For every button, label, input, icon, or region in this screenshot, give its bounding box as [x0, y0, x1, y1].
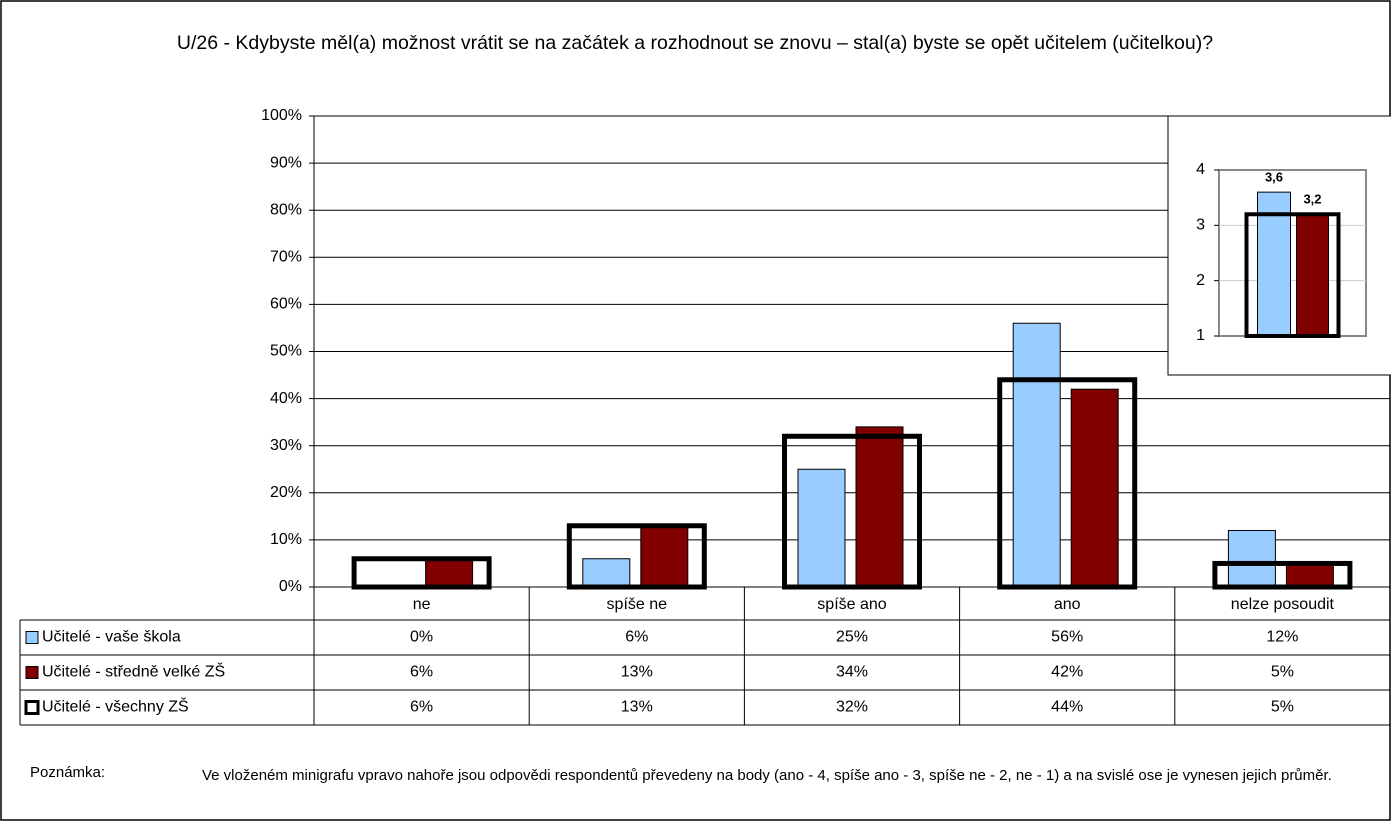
y-tick-label: 60%	[270, 296, 302, 313]
legend-key	[25, 631, 39, 644]
table-cell: 6%	[410, 664, 433, 681]
x-tick-label: spíše ano	[817, 596, 886, 613]
table-cell: 25%	[836, 629, 868, 646]
table-cell: 56%	[1051, 629, 1083, 646]
table-cell: 5%	[1271, 699, 1294, 716]
bar-outline	[1212, 560, 1353, 590]
bar	[1012, 322, 1061, 588]
table-cell: 6%	[625, 629, 648, 646]
note-label: Poznámka:	[30, 764, 106, 781]
inset-y-tick-label: 4	[1196, 161, 1205, 178]
table-cell: 6%	[410, 699, 433, 716]
bar	[640, 525, 689, 588]
legend-label: Učitelé - vaše škola	[42, 629, 181, 646]
table-cell: 13%	[621, 699, 653, 716]
note: Ve vloženém minigrafu vpravo nahoře jsou…	[202, 767, 1332, 784]
y-tick-label: 30%	[270, 437, 302, 454]
y-tick-label: 40%	[270, 390, 302, 407]
y-tick-label: 90%	[270, 154, 302, 171]
x-tick-label: nelze posoudit	[1231, 596, 1335, 613]
bar-outline	[566, 523, 707, 590]
x-tick-label: ano	[1054, 596, 1081, 613]
bar	[855, 426, 904, 588]
bar	[1285, 562, 1334, 588]
chart-title: U/26 - Kdybyste měl(a) možnost vrátit se…	[176, 32, 1214, 54]
bar	[1227, 529, 1276, 588]
inset-bar	[1296, 213, 1329, 337]
y-tick-label: 100%	[261, 107, 302, 124]
bar	[797, 468, 846, 588]
bar	[1070, 388, 1119, 588]
table-cell: 0%	[410, 629, 433, 646]
inset-y-tick-label: 1	[1196, 327, 1205, 344]
y-tick-label: 20%	[270, 484, 302, 501]
inset-y-tick-label: 3	[1196, 217, 1205, 234]
inset-bar-outline	[1244, 212, 1341, 338]
legend-label: Učitelé - středně velké ZŠ	[42, 662, 225, 681]
y-tick-label: 0%	[279, 578, 302, 595]
legend-key	[25, 666, 39, 679]
x-tick-label: spíše ne	[607, 596, 668, 613]
bar-outline	[351, 556, 492, 590]
legend-key	[24, 700, 40, 715]
table-cell: 44%	[1051, 699, 1083, 716]
bar-outline	[782, 433, 922, 590]
table-cell: 12%	[1266, 629, 1298, 646]
y-tick-label: 70%	[270, 249, 302, 266]
y-tick-label: 80%	[270, 201, 302, 218]
inset-y-tick-label: 2	[1196, 272, 1205, 289]
bar	[425, 558, 474, 588]
x-tick-label: ne	[413, 596, 431, 613]
inset-value-label: 3,2	[1303, 192, 1321, 207]
legend-label: Učitelé - všechny ZŠ	[42, 697, 189, 716]
bar	[582, 558, 631, 588]
y-tick-label: 50%	[270, 343, 302, 360]
y-tick-label: 10%	[270, 531, 302, 548]
table-cell: 42%	[1051, 664, 1083, 681]
table-cell: 32%	[836, 699, 868, 716]
table-cell: 13%	[621, 664, 653, 681]
table-cell: 34%	[836, 664, 868, 681]
inset-value-label: 3,6	[1265, 170, 1283, 185]
bar-outline	[997, 377, 1138, 590]
table-cell: 5%	[1271, 664, 1294, 681]
